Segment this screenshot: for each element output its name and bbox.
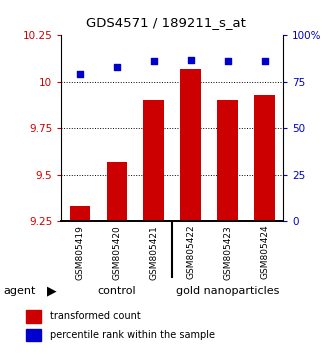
Bar <box>70 206 90 221</box>
Text: control: control <box>97 286 136 296</box>
Point <box>77 72 82 77</box>
Text: GSM805420: GSM805420 <box>112 225 121 280</box>
Text: GSM805423: GSM805423 <box>223 225 232 280</box>
Bar <box>180 69 201 221</box>
Text: GSM805422: GSM805422 <box>186 225 195 279</box>
Bar <box>254 95 275 221</box>
Text: ▶: ▶ <box>46 285 56 298</box>
Point <box>225 58 230 64</box>
Text: GDS4571 / 189211_s_at: GDS4571 / 189211_s_at <box>85 16 246 29</box>
Bar <box>26 310 41 322</box>
Text: GSM805424: GSM805424 <box>260 225 269 279</box>
Text: gold nanoparticles: gold nanoparticles <box>176 286 279 296</box>
Bar <box>107 162 127 221</box>
Bar <box>143 101 164 221</box>
Point <box>151 58 156 64</box>
Point <box>114 64 119 70</box>
Point <box>188 57 193 62</box>
Text: agent: agent <box>3 286 36 296</box>
Text: percentile rank within the sample: percentile rank within the sample <box>50 330 215 340</box>
Text: GSM805419: GSM805419 <box>75 225 84 280</box>
Text: GSM805421: GSM805421 <box>149 225 158 280</box>
Bar <box>26 329 41 341</box>
Bar <box>217 101 238 221</box>
Text: transformed count: transformed count <box>50 311 141 321</box>
Point <box>262 58 267 64</box>
